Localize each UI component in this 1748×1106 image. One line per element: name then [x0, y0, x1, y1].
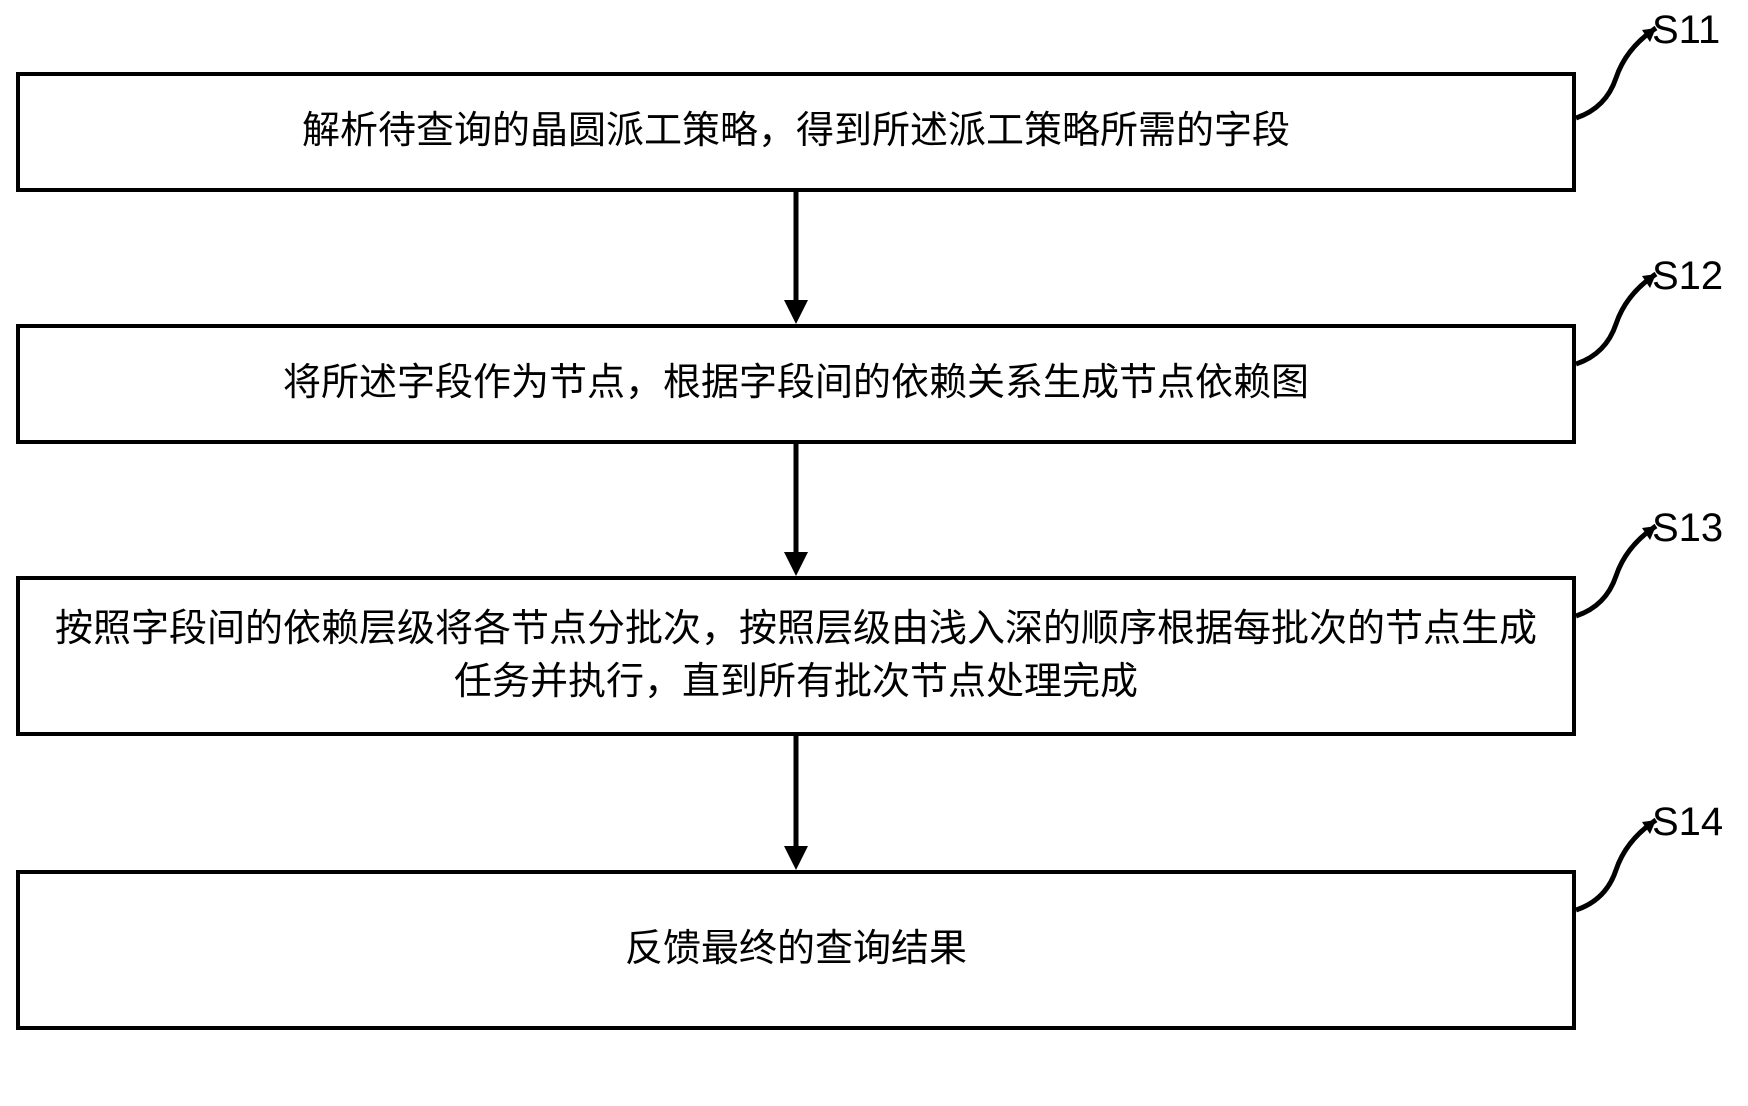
flowchart-step-4: 反馈最终的查询结果 [16, 870, 1576, 1030]
flowchart-step-1: 解析待查询的晶圆派工策略，得到所述派工策略所需的字段 [16, 72, 1576, 192]
step-label-s13: S13 [1652, 506, 1723, 551]
step-text: 将所述字段作为节点，根据字段间的依赖关系生成节点依赖图 [283, 357, 1309, 410]
step-text: 反馈最终的查询结果 [625, 923, 967, 976]
arrow-down-icon [780, 444, 812, 576]
step-label-s12: S12 [1652, 254, 1723, 299]
flowchart-step-2: 将所述字段作为节点，根据字段间的依赖关系生成节点依赖图 [16, 324, 1576, 444]
arrow-down-icon [780, 192, 812, 324]
step-text: 解析待查询的晶圆派工策略，得到所述派工策略所需的字段 [302, 105, 1290, 158]
flowchart-container: 解析待查询的晶圆派工策略，得到所述派工策略所需的字段 S11 将所述字段作为节点… [0, 0, 1748, 1106]
step-label-s11: S11 [1652, 8, 1720, 53]
step-text: 按照字段间的依赖层级将各节点分批次，按照层级由浅入深的顺序根据每批次的节点生成任… [40, 603, 1552, 709]
flowchart-step-3: 按照字段间的依赖层级将各节点分批次，按照层级由浅入深的顺序根据每批次的节点生成任… [16, 576, 1576, 736]
arrow-down-icon [780, 736, 812, 870]
step-label-s14: S14 [1652, 800, 1723, 845]
